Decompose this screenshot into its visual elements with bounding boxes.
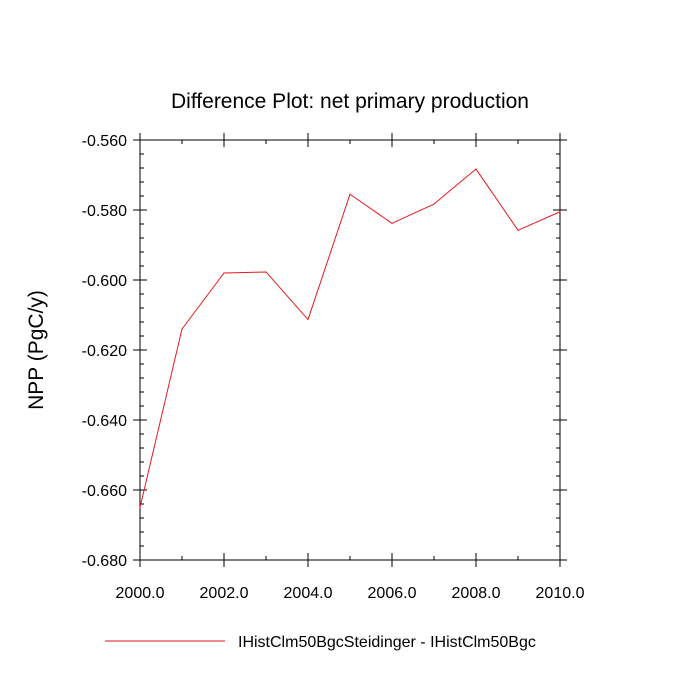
y-axis: -0.560 -0.580 -0.600 -0.620 -0.640 -0.660 -0.6…: [82, 133, 567, 570]
y-axis-label: NPP (PgC/y): [25, 290, 48, 410]
data-point: [475, 168, 477, 170]
data-point: [517, 229, 519, 231]
data-point: [349, 193, 351, 195]
legend: IHistClm50BgcSteidinger - IHistClm50Bgc: [105, 634, 536, 651]
series-layer: [139, 168, 561, 509]
legend-label: IHistClm50BgcSteidinger - IHistClm50Bgc: [238, 634, 536, 651]
data-point: [391, 222, 393, 224]
data-point: [433, 203, 435, 205]
data-point: [139, 506, 141, 509]
chart-title: Difference Plot: net primary production: [171, 90, 529, 113]
x-tick-label: 2002.0: [200, 585, 249, 602]
y-tick-label: -0.680: [82, 553, 127, 570]
data-point: [307, 318, 309, 321]
data-point: [223, 272, 225, 274]
plot-frame: [139, 139, 561, 561]
y-tick-label: -0.660: [82, 483, 127, 500]
series-line: [139, 168, 561, 508]
y-tick-label: -0.620: [82, 343, 127, 360]
y-tick-label: -0.580: [82, 203, 127, 220]
x-axis: 2000.0 2002.0 2004.0 2006.0 2008.0 2010.0: [116, 133, 585, 602]
data-point: [559, 211, 561, 213]
y-tick-label: -0.640: [82, 413, 127, 430]
y-tick-label: -0.560: [82, 133, 127, 150]
x-tick-label: 2008.0: [452, 585, 501, 602]
x-tick-label: 2006.0: [368, 585, 417, 602]
x-tick-label: 2000.0: [116, 585, 165, 602]
x-tick-label: 2004.0: [284, 585, 333, 602]
data-point: [181, 328, 183, 330]
x-tick-label: 2010.0: [536, 585, 585, 602]
y-tick-label: -0.600: [82, 273, 127, 290]
data-point: [265, 271, 267, 273]
